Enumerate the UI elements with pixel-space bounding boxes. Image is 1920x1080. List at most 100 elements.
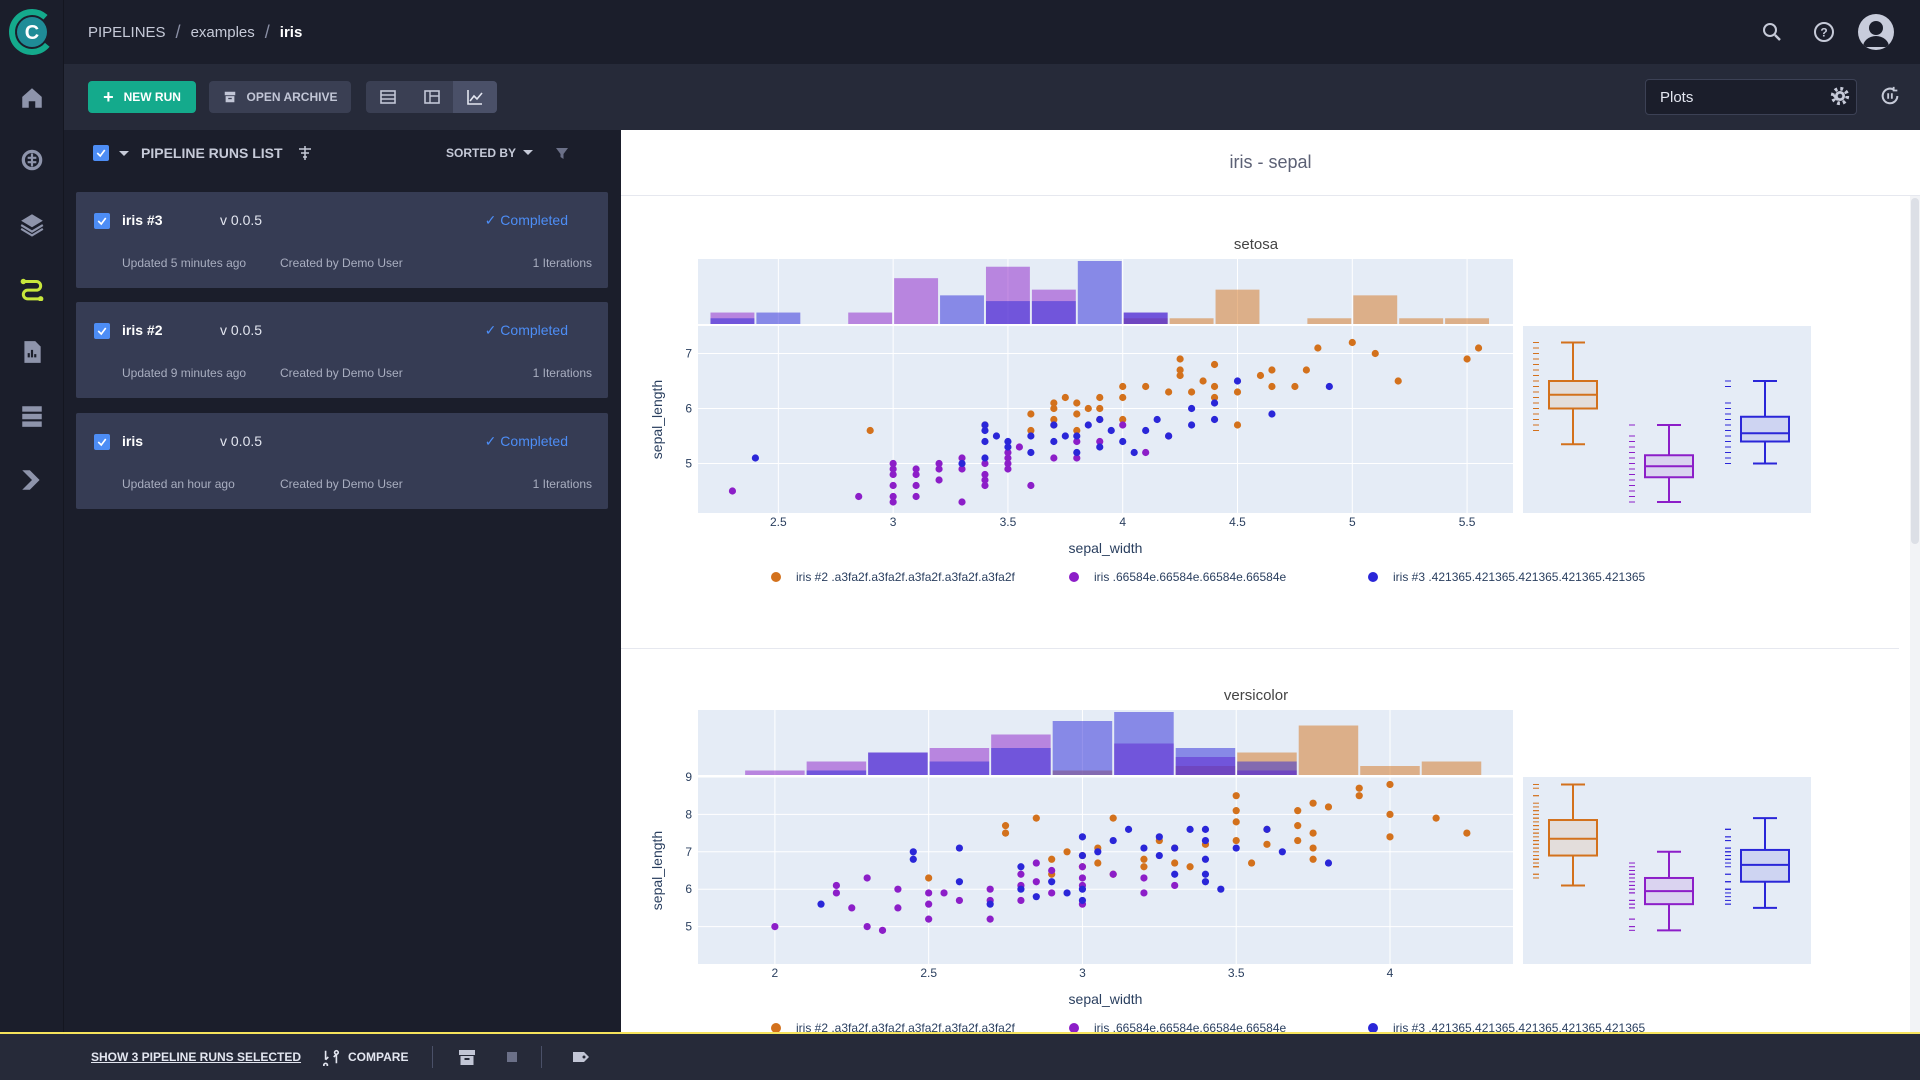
scatter-point [1155,851,1163,860]
legend-entry: iris #2 .a3fa2f.a3fa2f.a3fa2f.a3fa2f.a3f… [796,1021,1015,1032]
scatter-point [1199,377,1207,385]
scatter-point [1210,399,1219,407]
scatter-point [1050,454,1058,462]
svg-text:C: C [25,22,39,44]
settings-gear-icon[interactable] [1829,85,1853,109]
scatter-point [832,881,840,890]
x-tick-label: 2.5 [770,515,787,529]
scatter-point [958,454,966,462]
plots-scrollbar[interactable] [1910,196,1920,1032]
breadcrumb-project[interactable]: examples [190,23,255,41]
pipelines-icon[interactable] [14,270,50,306]
scatter-point [1048,855,1056,863]
scatter-point [1155,833,1163,841]
table-view-icon[interactable] [366,81,410,113]
scatter-point [1109,870,1117,878]
home-icon[interactable] [14,80,50,116]
y-tick-label: 5 [685,457,692,471]
legend-entry: iris #3 .421365.421365.421365.421365.421… [1393,1021,1646,1032]
filter-icon[interactable] [554,145,570,161]
run-checkbox[interactable] [94,323,110,339]
show-selected-link[interactable]: SHOW 3 PIPELINE RUNS SELECTED [91,1050,302,1064]
run-checkbox[interactable] [94,434,110,450]
plots-scrollbar-thumb[interactable] [1911,198,1919,544]
scatter-point [955,896,964,905]
view-select-dropdown[interactable]: Plots [1645,79,1857,115]
scatter-point [1232,818,1240,826]
tag-icon[interactable] [571,1047,591,1067]
open-archive-button[interactable]: OPEN ARCHIVE [209,81,351,113]
run-iterations: 1 Iterations [532,366,592,380]
plus-icon: + [103,87,114,107]
layers-icon[interactable] [14,206,50,242]
run-card[interactable]: iris v 0.0.5 ✓ Completed Updated an hour… [76,413,608,509]
scatter-point [986,915,994,923]
scatter-point [1233,388,1242,396]
scatter-point [1073,410,1081,418]
scatter-point [863,874,871,882]
scatter-point [1268,410,1276,418]
x-tick-label: 3.5 [1000,515,1017,529]
scatter-point [1027,432,1035,440]
run-name: iris #2 [122,322,163,338]
scatter-point [1096,404,1104,413]
view-select-value: Plots [1660,88,1694,106]
view-mode-toggle [366,81,498,113]
stop-icon[interactable] [502,1047,522,1067]
scatter-point [1474,344,1483,352]
scatter-point [1171,844,1179,852]
run-card[interactable]: iris #2 v 0.0.5 ✓ Completed Updated 9 mi… [76,302,608,398]
histogram-bar [1031,301,1076,324]
scatter-point [1027,481,1035,490]
scatter-point [1463,829,1471,837]
datasets-icon[interactable] [14,398,50,434]
y-tick-label: 5 [685,920,692,934]
search-icon[interactable] [1760,20,1784,44]
breadcrumb-pipelines[interactable]: PIPELINES [88,23,166,41]
run-checkbox[interactable] [94,213,110,229]
columns-filter-icon[interactable] [297,145,313,161]
run-updated: Updated 9 minutes ago [122,366,247,380]
scatter-point [1096,415,1104,424]
help-icon[interactable]: ? [1812,20,1836,44]
select-menu-caret-icon[interactable] [119,148,129,158]
scatter-point [751,454,759,462]
auto-refresh-icon[interactable] [1879,85,1903,109]
details-view-icon[interactable] [410,81,454,113]
select-all-checkbox[interactable] [93,145,109,161]
y-tick-label: 9 [685,770,692,784]
scatter-point [889,498,897,506]
reports-icon[interactable] [14,334,50,370]
sorted-by-dropdown[interactable]: SORTED BY [446,146,534,160]
scatter-point [940,889,948,897]
applications-icon[interactable] [14,462,50,498]
scatter-point [1050,421,1058,429]
user-avatar[interactable] [1858,14,1894,50]
clearml-logo[interactable]: C [8,8,56,56]
status-label: Completed [500,433,568,449]
scatter-point [1048,889,1056,897]
scatter-point [912,465,920,473]
histogram-bar [710,318,755,324]
histogram-bar [1114,712,1174,775]
x-tick-label: 2 [772,966,779,980]
breadcrumb: PIPELINES / examples / iris [88,0,302,64]
scatter-point [1309,855,1317,863]
scatter-point [986,900,994,908]
new-run-button[interactable]: + NEW RUN [88,81,196,113]
archive-icon[interactable] [457,1047,477,1067]
run-card[interactable]: iris #3 v 0.0.5 ✓ Completed Updated 5 mi… [76,192,608,288]
scatter-point [1263,825,1271,833]
scatter-point [1032,893,1040,901]
chart-view-icon[interactable] [453,81,498,113]
scatter-point [728,487,737,495]
histogram-bar [1360,766,1420,775]
compare-button[interactable]: COMPARE [322,1045,408,1069]
histogram-bar [1077,261,1122,324]
scatter-point [1324,803,1333,811]
run-version: v 0.0.5 [220,322,263,338]
scatter-point [1078,896,1087,905]
brain-icon[interactable] [14,142,50,178]
scatter-point [1119,415,1127,424]
